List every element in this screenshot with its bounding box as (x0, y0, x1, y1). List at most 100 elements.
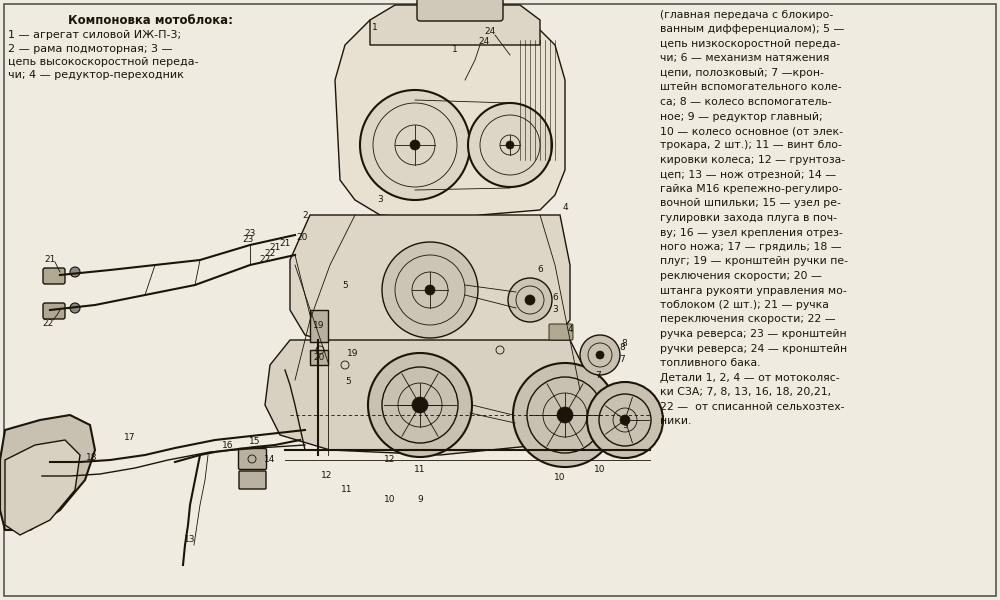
Text: 16: 16 (222, 440, 234, 449)
Polygon shape (265, 340, 600, 455)
Bar (310, 310, 328, 342)
Text: 13: 13 (184, 535, 196, 545)
Text: вочной шпильки; 15 — узел ре-: вочной шпильки; 15 — узел ре- (660, 199, 841, 208)
Circle shape (468, 103, 552, 187)
Text: плуг; 19 — кронштейн ручки пе-: плуг; 19 — кронштейн ручки пе- (660, 257, 848, 266)
Text: реключения скорости; 20 —: реключения скорости; 20 — (660, 271, 822, 281)
Text: 3: 3 (377, 196, 383, 205)
Text: 22: 22 (259, 256, 271, 265)
Text: 9: 9 (622, 421, 628, 430)
Text: 3: 3 (552, 305, 558, 314)
Circle shape (506, 141, 514, 149)
Text: 21: 21 (279, 239, 291, 248)
Circle shape (70, 267, 80, 277)
Polygon shape (5, 440, 80, 535)
Text: 9: 9 (427, 286, 433, 295)
Text: 2 — рама подмоторная; 3 —: 2 — рама подмоторная; 3 — (8, 43, 173, 53)
Text: штейн вспомогательного коле-: штейн вспомогательного коле- (660, 82, 842, 92)
FancyBboxPatch shape (239, 471, 266, 489)
Text: 1: 1 (452, 46, 458, 55)
Circle shape (557, 407, 573, 423)
Circle shape (368, 353, 472, 457)
Text: 1: 1 (372, 23, 378, 32)
Circle shape (513, 363, 617, 467)
Text: 6: 6 (552, 293, 558, 302)
Text: цепь низкоскоростной переда-: цепь низкоскоростной переда- (660, 39, 840, 49)
Text: 20: 20 (296, 232, 308, 241)
Text: 24: 24 (478, 37, 490, 46)
Text: 7: 7 (619, 355, 625, 364)
Text: ручка реверса; 23 — кронштейн: ручка реверса; 23 — кронштейн (660, 329, 847, 339)
Circle shape (620, 415, 630, 425)
Text: переключения скорости; 22 —: переключения скорости; 22 — (660, 314, 836, 325)
Text: кировки колеса; 12 — грунтоза-: кировки колеса; 12 — грунтоза- (660, 155, 845, 165)
Text: 19: 19 (347, 349, 359, 358)
Text: 15: 15 (249, 437, 261, 446)
Text: 17: 17 (124, 433, 136, 443)
Circle shape (525, 295, 535, 305)
Text: ники.: ники. (660, 416, 691, 426)
Text: трокара, 2 шт.); 11 — винт бло-: трокара, 2 шт.); 11 — винт бло- (660, 140, 842, 151)
Polygon shape (0, 415, 95, 530)
Text: 23: 23 (244, 229, 256, 238)
Text: 4: 4 (562, 203, 568, 212)
Polygon shape (335, 20, 565, 220)
Text: 12: 12 (384, 455, 396, 464)
Text: 5: 5 (342, 280, 348, 289)
Text: 23: 23 (242, 235, 254, 245)
Text: 7: 7 (595, 370, 601, 379)
Text: 6: 6 (537, 265, 543, 275)
Circle shape (580, 335, 620, 375)
Text: ручки реверса; 24 — кронштейн: ручки реверса; 24 — кронштейн (660, 343, 847, 353)
Text: ное; 9 — редуктор главный;: ное; 9 — редуктор главный; (660, 112, 823, 121)
Text: (главная передача с блокиро-: (главная передача с блокиро- (660, 10, 833, 20)
Text: 8: 8 (619, 343, 625, 352)
Text: 10: 10 (554, 473, 566, 481)
Text: 4: 4 (567, 325, 573, 335)
Text: цепь высокоскоростной переда-: цепь высокоскоростной переда- (8, 57, 199, 67)
Text: 2: 2 (302, 211, 308, 220)
Circle shape (70, 303, 80, 313)
Text: 21: 21 (269, 244, 281, 253)
FancyBboxPatch shape (43, 303, 65, 319)
Text: штанга рукояти управления мо-: штанга рукояти управления мо- (660, 286, 847, 295)
Text: 20: 20 (313, 352, 325, 361)
Text: 12: 12 (321, 470, 333, 479)
Text: Компоновка мотоблока:: Компоновка мотоблока: (68, 14, 232, 27)
Circle shape (410, 140, 420, 150)
Text: гайка M16 крепежно-регулиро-: гайка M16 крепежно-регулиро- (660, 184, 842, 194)
Text: 11: 11 (341, 485, 353, 494)
Text: 9: 9 (417, 496, 423, 505)
Circle shape (596, 351, 604, 359)
FancyBboxPatch shape (417, 0, 503, 21)
Circle shape (360, 90, 470, 200)
Text: тоблоком (2 шт.); 21 — ручка: тоблоком (2 шт.); 21 — ручка (660, 300, 829, 310)
Text: 14: 14 (264, 455, 276, 464)
Text: 8: 8 (621, 338, 627, 347)
Text: 19: 19 (313, 322, 325, 331)
Text: цеп; 13 — нож отрезной; 14 —: цеп; 13 — нож отрезной; 14 — (660, 169, 836, 179)
Text: 11: 11 (414, 466, 426, 475)
Text: 24: 24 (484, 28, 496, 37)
Text: чи; 4 — редуктор-переходник: чи; 4 — редуктор-переходник (8, 70, 184, 80)
Circle shape (508, 278, 552, 322)
Text: 5: 5 (345, 377, 351, 386)
Text: 10: 10 (594, 466, 606, 475)
Text: 22: 22 (42, 319, 54, 328)
Text: 18: 18 (86, 454, 98, 463)
Text: 10 — колесо основное (от элек-: 10 — колесо основное (от элек- (660, 126, 843, 136)
Text: топливного бака.: топливного бака. (660, 358, 761, 368)
Bar (310, 350, 328, 365)
Text: ного ножа; 17 — грядиль; 18 —: ного ножа; 17 — грядиль; 18 — (660, 242, 842, 252)
Text: чи; 6 — механизм натяжения: чи; 6 — механизм натяжения (660, 53, 829, 64)
Text: 1 — агрегат силовой ИЖ-П-3;: 1 — агрегат силовой ИЖ-П-3; (8, 30, 181, 40)
Text: гулировки захода плуга в поч-: гулировки захода плуга в поч- (660, 213, 837, 223)
FancyBboxPatch shape (239, 449, 266, 469)
Text: Детали 1, 2, 4 — от мотоколяс-: Детали 1, 2, 4 — от мотоколяс- (660, 373, 840, 383)
Text: цепи, полозковый; 7 —крон-: цепи, полозковый; 7 —крон- (660, 68, 824, 78)
Polygon shape (290, 215, 570, 355)
Circle shape (412, 397, 428, 413)
Text: ки СЗА; 7, 8, 13, 16, 18, 20,21,: ки СЗА; 7, 8, 13, 16, 18, 20,21, (660, 387, 831, 397)
Circle shape (425, 285, 435, 295)
Text: ву; 16 — узел крепления отрез-: ву; 16 — узел крепления отрез- (660, 227, 843, 238)
